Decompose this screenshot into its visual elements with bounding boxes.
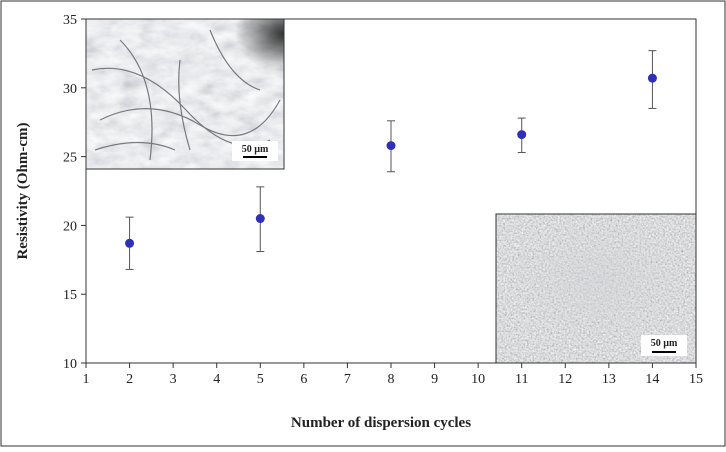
x-tick-label: 9 — [431, 372, 438, 387]
x-axis-title: Number of dispersion cycles — [291, 415, 471, 431]
y-tick-label: 35 — [63, 13, 77, 28]
x-tick-label: 4 — [213, 372, 220, 387]
scale-label-top-left: 50 µm — [242, 144, 269, 155]
y-tick-label: 20 — [63, 219, 77, 234]
data-point — [647, 73, 657, 83]
x-tick-label: 8 — [388, 372, 395, 387]
inset-top-left-border — [85, 18, 285, 170]
data-layer — [125, 50, 657, 270]
inset-top-left: 50 µm — [85, 18, 285, 170]
x-tick-label: 1 — [83, 372, 90, 387]
x-tick-label: 6 — [300, 372, 307, 387]
y-tick-label: 10 — [63, 357, 77, 372]
inset-bottom-right-border — [495, 213, 697, 364]
scale-box-bottom-right — [641, 335, 687, 356]
x-tick-label: 3 — [170, 372, 177, 387]
y-tick-label: 25 — [63, 151, 77, 166]
inset-bottom-right: 50 µm — [495, 213, 697, 364]
data-point — [386, 141, 396, 151]
scale-label-bottom-right: 50 µm — [651, 338, 678, 349]
y-tick-label: 30 — [63, 82, 77, 97]
data-point — [517, 130, 527, 140]
y-axis-title: Resistivity (Ohm-cm) — [15, 122, 31, 259]
data-point — [255, 214, 265, 224]
data-point — [125, 238, 135, 248]
x-tick-label: 13 — [602, 372, 616, 387]
y-tick-label: 15 — [63, 288, 77, 303]
x-tick-label: 2 — [126, 372, 133, 387]
x-tick-label: 5 — [257, 372, 264, 387]
x-tick-label: 15 — [689, 372, 703, 387]
x-tick-label: 7 — [344, 372, 351, 387]
x-tick-label: 14 — [645, 372, 659, 387]
x-tick-label: 11 — [515, 372, 528, 387]
x-tick-label: 12 — [558, 372, 572, 387]
x-tick-label: 10 — [471, 372, 485, 387]
